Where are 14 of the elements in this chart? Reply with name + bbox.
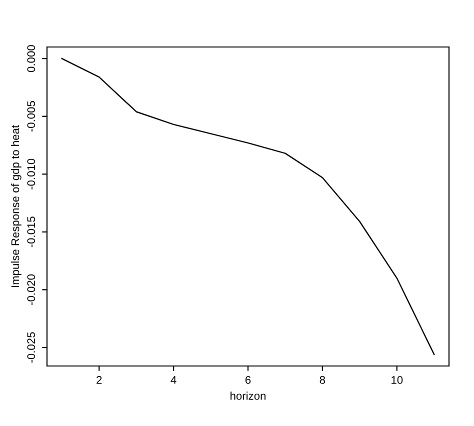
line-series xyxy=(61,58,435,356)
y-tick-label: -0.025 xyxy=(27,332,36,363)
x-tick-label: 2 xyxy=(96,376,102,384)
y-tick-label: 0.000 xyxy=(27,45,36,72)
y-tick-label: -0.010 xyxy=(27,158,36,190)
x-axis-title: horizon xyxy=(230,392,266,400)
y-tick-label: -0.005 xyxy=(27,101,36,132)
x-tick-label: 10 xyxy=(392,376,403,384)
y-tick-label: -0.020 xyxy=(27,274,36,305)
x-tick-label: 8 xyxy=(320,376,326,384)
y-axis-title: Impulse Response of gdp to heat xyxy=(11,125,22,288)
x-tick-label: 6 xyxy=(245,376,251,384)
x-tick-label: 4 xyxy=(170,376,176,384)
y-tick-label: -0.015 xyxy=(27,216,36,248)
